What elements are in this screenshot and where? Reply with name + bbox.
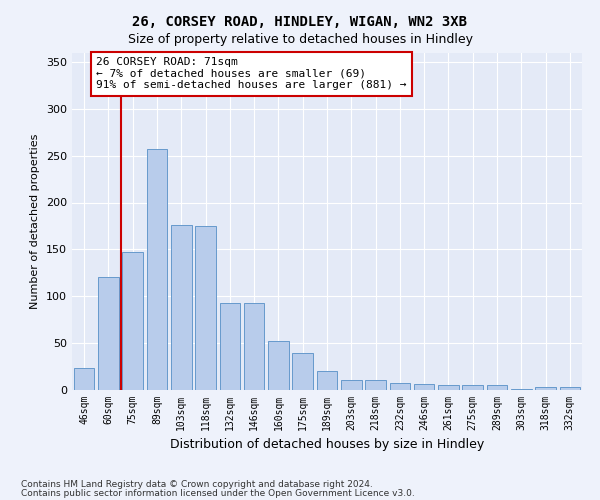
Bar — [122, 252, 143, 390]
Bar — [487, 386, 508, 390]
Bar — [535, 387, 556, 390]
Bar — [511, 389, 532, 390]
Bar — [414, 384, 434, 390]
Bar — [463, 386, 483, 390]
Bar — [389, 382, 410, 390]
Bar — [220, 303, 240, 390]
Bar — [292, 354, 313, 390]
Text: Contains public sector information licensed under the Open Government Licence v3: Contains public sector information licen… — [21, 488, 415, 498]
Text: 26, CORSEY ROAD, HINDLEY, WIGAN, WN2 3XB: 26, CORSEY ROAD, HINDLEY, WIGAN, WN2 3XB — [133, 15, 467, 29]
Bar — [365, 380, 386, 390]
Bar — [98, 276, 119, 390]
Bar — [317, 371, 337, 390]
Bar — [146, 149, 167, 390]
Bar — [268, 341, 289, 390]
Text: 26 CORSEY ROAD: 71sqm
← 7% of detached houses are smaller (69)
91% of semi-detac: 26 CORSEY ROAD: 71sqm ← 7% of detached h… — [96, 57, 407, 90]
Text: Contains HM Land Registry data © Crown copyright and database right 2024.: Contains HM Land Registry data © Crown c… — [21, 480, 373, 489]
Bar — [195, 226, 216, 390]
Bar — [74, 368, 94, 390]
Bar — [560, 387, 580, 390]
Bar — [438, 386, 459, 390]
X-axis label: Distribution of detached houses by size in Hindley: Distribution of detached houses by size … — [170, 438, 484, 452]
Bar — [244, 303, 265, 390]
Y-axis label: Number of detached properties: Number of detached properties — [31, 134, 40, 309]
Bar — [171, 225, 191, 390]
Text: Size of property relative to detached houses in Hindley: Size of property relative to detached ho… — [128, 32, 473, 46]
Bar — [341, 380, 362, 390]
